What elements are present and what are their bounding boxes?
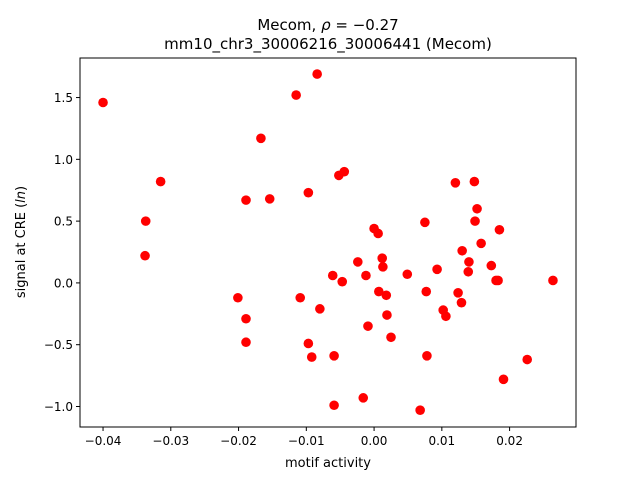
data-point (486, 260, 497, 271)
data-point (453, 287, 463, 298)
data-point (329, 400, 339, 411)
data-point (306, 352, 317, 362)
plot-frame (79, 57, 577, 428)
data-point (450, 178, 461, 188)
data-point (377, 253, 388, 263)
data-point (337, 276, 348, 287)
data-point (373, 228, 383, 239)
data-point (421, 286, 432, 297)
x-tick-label: 0.01 (428, 434, 455, 448)
y-tick-label: −1.0 (44, 400, 73, 414)
data-point (155, 176, 166, 187)
data-point (441, 311, 451, 322)
data-point (463, 266, 474, 277)
data-point (264, 194, 275, 204)
data-point (98, 97, 108, 108)
x-tick-label: −0.03 (152, 434, 189, 448)
data-point (472, 203, 482, 214)
data-point (469, 176, 480, 187)
y-axis-label: signal at CRE (ln) (14, 186, 29, 298)
data-point (358, 393, 369, 403)
data-point (522, 354, 533, 365)
data-point (381, 290, 392, 301)
data-point (312, 69, 322, 79)
data-point (386, 332, 396, 343)
data-point (303, 338, 314, 349)
data-point (415, 405, 425, 415)
chart-title-line1: Mecom, ρ = −0.27 (257, 16, 398, 34)
x-tick-label: −0.04 (85, 434, 122, 448)
data-point (329, 351, 339, 361)
data-point (233, 292, 243, 303)
data-point (363, 321, 373, 331)
data-point (470, 216, 480, 226)
data-point (303, 187, 314, 198)
y-tick-label: 0.5 (54, 215, 73, 229)
data-point (241, 313, 251, 324)
x-tick-label: −0.02 (220, 434, 257, 448)
data-point (256, 133, 266, 144)
data-point (327, 270, 338, 281)
data-point (493, 275, 503, 286)
data-point (402, 269, 413, 280)
data-point (140, 216, 151, 226)
data-point (456, 297, 467, 308)
data-point (498, 374, 509, 385)
data-point (339, 166, 350, 177)
data-point (315, 304, 325, 314)
data-point (140, 250, 150, 261)
data-point (464, 257, 474, 267)
data-point (457, 245, 467, 256)
data-point (241, 195, 251, 205)
data-point (295, 292, 306, 303)
data-point (494, 224, 505, 235)
y-tick-label: 0.0 (54, 276, 73, 290)
data-point (353, 257, 363, 267)
data-point (420, 217, 430, 228)
data-point (548, 275, 558, 286)
chart-title-line2: mm10_chr3_30006216_30006441 (Mecom) (164, 35, 492, 54)
x-tick-label: 0.00 (361, 434, 388, 448)
x-tick-label: 0.02 (496, 434, 523, 448)
data-point (432, 264, 442, 275)
data-point (374, 286, 384, 297)
y-axis: −1.0 −0.5 0.0 0.5 1.0 1.5 (44, 91, 80, 414)
points-layer (98, 69, 558, 415)
y-tick-label: −0.5 (44, 338, 73, 352)
x-tick-label: −0.01 (288, 434, 325, 448)
y-tick-label: 1.5 (54, 91, 73, 105)
y-tick-label: 1.0 (54, 153, 73, 167)
data-point (361, 270, 371, 281)
data-point (382, 310, 392, 320)
data-point (378, 262, 388, 272)
data-point (241, 337, 251, 348)
data-point (476, 238, 486, 249)
data-point (422, 351, 432, 361)
x-axis-label: motif activity (285, 456, 371, 471)
x-axis: −0.04 −0.03 −0.02 −0.01 0.00 0.01 0.02 (85, 427, 523, 448)
data-point (291, 90, 301, 100)
